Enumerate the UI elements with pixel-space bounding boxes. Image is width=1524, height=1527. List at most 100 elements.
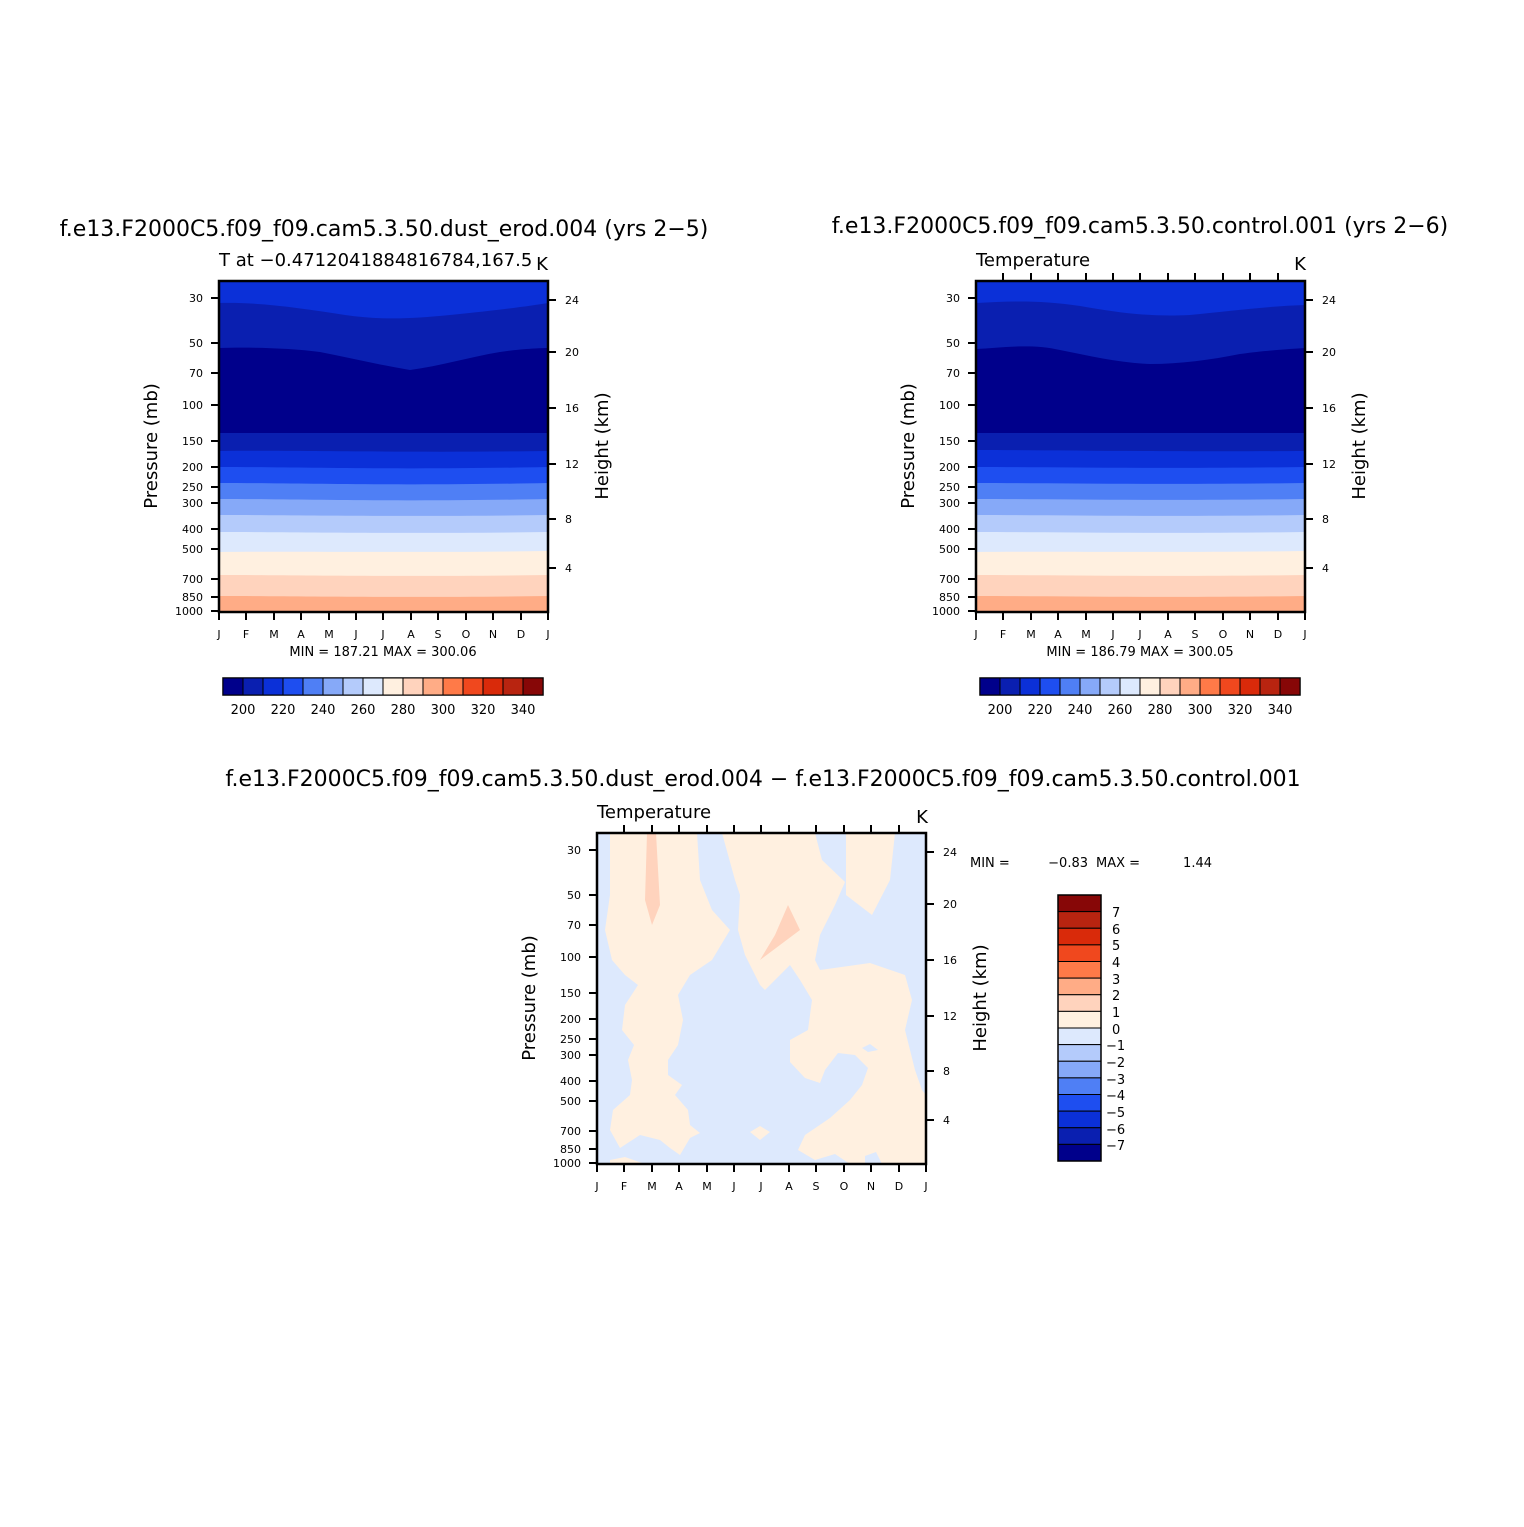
panel-2-ylabel-left: Pressure (mb)	[898, 383, 919, 509]
panel-2-colorbar-swatch	[1059, 677, 1081, 696]
panel-3-p-tick: 300	[560, 1049, 581, 1062]
panel-1-height-axis: 24 20 16 12 8 4	[548, 294, 579, 575]
panel-2-contours	[976, 281, 1305, 612]
panel-1-colorbar-swatch	[222, 677, 244, 696]
panel-2-colorbar-swatch	[1239, 677, 1261, 696]
panel-1-month-tick: M	[324, 628, 334, 641]
panel-1-p-tick: 50	[189, 337, 203, 350]
panel-3-h-tick: 20	[943, 898, 957, 911]
panel-1-month-tick: D	[517, 628, 525, 641]
panel-2-p-tick: 850	[939, 591, 960, 604]
panel-2-colorbar-label: 240	[1068, 703, 1093, 718]
panel-3-colorbar-label: 4	[1112, 956, 1120, 971]
panel-2-p-tick: 30	[946, 292, 960, 305]
panel-2-month-axis: J F M A M J J A S O N D J	[973, 612, 1307, 641]
panel-3-min-max: MIN = −0.83 MAX = 1.44	[970, 856, 1212, 871]
panel-3-colorbar-swatch	[1057, 1027, 1102, 1046]
panel-1-month-axis: J F M A M J J A S O N D J	[216, 612, 550, 641]
panel-2-month-tick: J	[973, 628, 977, 641]
panel-3-colorbar-swatch	[1057, 911, 1102, 929]
panel-3-p-tick: 150	[560, 987, 581, 1000]
panel-3-colorbar-label: 1	[1112, 1006, 1120, 1021]
panel-1-colorbar-label: 300	[431, 703, 456, 718]
panel-1-title: f.e13.F2000C5.f09_f09.cam5.3.50.dust_ero…	[60, 217, 709, 242]
panel-3-month-tick: S	[813, 1180, 820, 1193]
panel-1-colorbar-swatch	[282, 677, 304, 696]
panel-1-month-tick: J	[353, 628, 357, 641]
panel-1-p-tick: 200	[182, 461, 203, 474]
panel-1-colorbar-label: 220	[271, 703, 296, 718]
panel-2-colorbar-label: 200	[988, 703, 1013, 718]
panel-2-p-tick: 400	[939, 523, 960, 536]
panel-3-colorbar-swatch	[1057, 1010, 1102, 1029]
panel-1-h-tick: 24	[565, 294, 579, 307]
panel-3-colorbar-swatch	[1057, 1094, 1102, 1112]
panel-3-colorbar-label: 5	[1112, 939, 1120, 954]
panel-3-month-axis: J F M A M J J A S O N D J	[594, 1164, 928, 1193]
panel-2-month-tick: J	[1137, 628, 1141, 641]
panel-3-colorbar-swatch	[1057, 1110, 1102, 1129]
panel-2-p-tick: 50	[946, 337, 960, 350]
panel-1-pressure-axis: 30 50 70 100 150 200 250 300 400 500 700…	[175, 292, 219, 618]
panel-1-colorbar-swatch	[362, 677, 384, 696]
panel-2-month-tick: O	[1219, 628, 1228, 641]
panel-1-colorbar: 200 220 240 260 280 300 320 340	[222, 677, 544, 718]
panel-3-colorbar-swatch	[1057, 1077, 1102, 1095]
panel-2-colorbar-label: 320	[1228, 703, 1253, 718]
panel-2-p-tick: 70	[946, 367, 960, 380]
panel-3-month-tick: J	[594, 1180, 598, 1193]
panel-1-month-tick: F	[243, 628, 249, 641]
panel-3-month-tick: J	[731, 1180, 735, 1193]
panel-3-colorbar-label: 6	[1112, 923, 1120, 938]
panel-1-month-tick: O	[462, 628, 471, 641]
panel-1-colorbar-swatch	[382, 677, 404, 696]
panel-3-colorbar-label: 3	[1112, 973, 1120, 988]
panel-2-pressure-axis: 30 50 70 100 150 200 250 300 400 500 700…	[932, 292, 976, 618]
panel-1-month-tick: A	[407, 628, 415, 641]
panel-2-month-tick: M	[1081, 628, 1091, 641]
panel-3-colorbar-label: 7	[1112, 906, 1120, 921]
panel-3-units: K	[916, 807, 929, 828]
panel-3-min-label: MIN =	[970, 856, 1010, 871]
panel-1-colorbar-label: 280	[391, 703, 416, 718]
panel-3-colorbar-swatch	[1057, 944, 1102, 962]
panel-3-colorbar-label: −4	[1106, 1089, 1125, 1104]
panel-3-colorbar-swatch	[1057, 1044, 1102, 1062]
panel-2-colorbar-swatch	[979, 677, 1001, 696]
panel-2-p-tick: 100	[939, 399, 960, 412]
panel-2-top-ticks	[1002, 273, 1279, 281]
panel-1-p-tick: 1000	[175, 605, 203, 618]
panel-1-colorbar-swatch	[502, 677, 524, 696]
panel-1-month-tick: N	[489, 628, 497, 641]
panel-1-colorbar-swatch	[302, 677, 324, 696]
panel-3-month-tick: M	[647, 1180, 657, 1193]
panel-3-h-tick: 12	[943, 1010, 957, 1023]
panel-3-h-tick: 24	[943, 846, 957, 859]
panel-2-colorbar-swatch	[1259, 677, 1281, 696]
panel-2-h-tick: 12	[1322, 458, 1336, 471]
panel-2-month-tick: J	[1302, 628, 1306, 641]
panel-1-colorbar-label: 260	[351, 703, 376, 718]
panel-2-p-tick: 250	[939, 481, 960, 494]
panel-3-h-tick: 16	[943, 954, 957, 967]
panel-3-colorbar-label: 0	[1112, 1023, 1120, 1038]
panel-1-min-max: MIN = 187.21 MAX = 300.06	[289, 645, 476, 660]
panel-2-colorbar-swatch	[1199, 677, 1221, 696]
panel-3-colorbar-label: −2	[1106, 1056, 1125, 1071]
panel-3-month-tick: D	[895, 1180, 903, 1193]
panel-3-colorbar-swatch	[1057, 1060, 1102, 1079]
panel-1-units: K	[536, 254, 549, 275]
panel-1-h-tick: 8	[565, 513, 572, 526]
panel-2-month-tick: M	[1026, 628, 1036, 641]
panel-3-month-tick: J	[758, 1180, 762, 1193]
panel-3-subtitle-left: Temperature	[596, 802, 711, 823]
panel-1-p-tick: 300	[182, 497, 203, 510]
panel-2-ylabel-right: Height (km)	[1349, 392, 1370, 499]
panel-1-colorbar-swatch	[522, 677, 544, 696]
panel-3-height-axis: 24 20 16 12 8 4	[926, 846, 957, 1127]
panel-3-colorbar-label: −3	[1106, 1073, 1125, 1088]
panel-3-colorbar-label: −6	[1106, 1123, 1125, 1138]
panel-3-p-tick: 500	[560, 1095, 581, 1108]
panel-2-height-axis: 24 20 16 12 8 4	[1305, 294, 1336, 575]
panel-2-subtitle-left: Temperature	[975, 250, 1090, 271]
